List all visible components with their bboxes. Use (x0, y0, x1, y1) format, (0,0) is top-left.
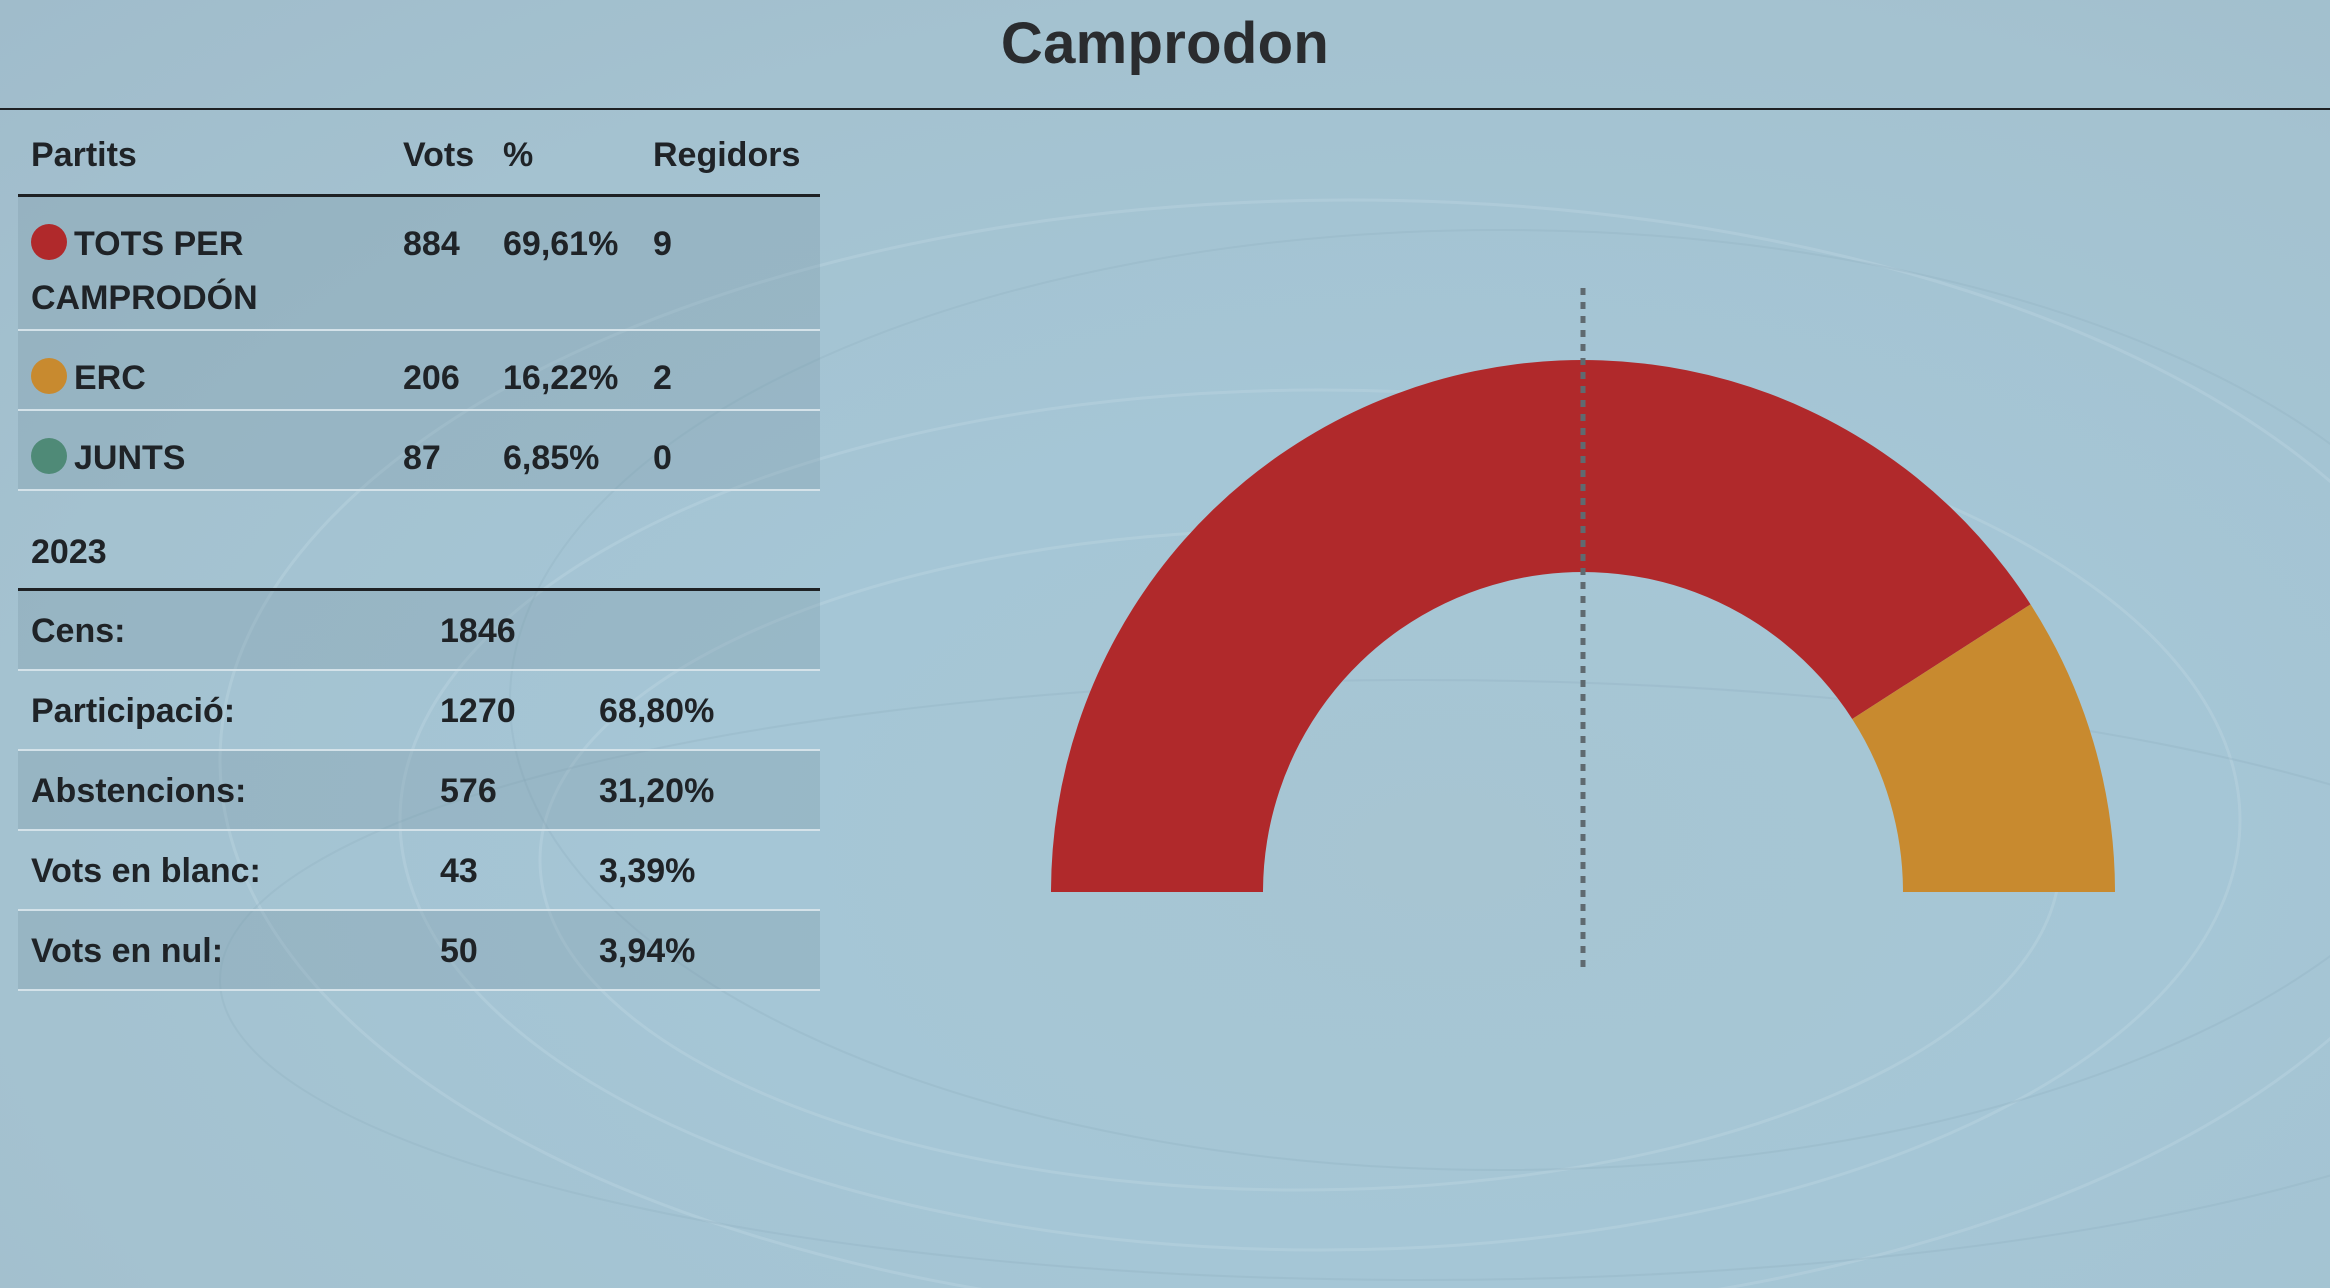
summary-percent: 68,80% (599, 692, 715, 730)
summary-label: Abstencions: (31, 772, 247, 810)
seat-arc-tots-per-camprod-n (1051, 359, 2031, 893)
summary-row-null-votes: Vots en nul: 50 3,94% (18, 911, 820, 991)
party-seats: 9 (653, 225, 672, 263)
party-seats: 2 (653, 359, 672, 397)
summary-percent: 3,39% (599, 852, 696, 890)
party-name-cell: JUNTS (31, 431, 391, 485)
title-bar: Camprodon (0, 0, 2330, 110)
seat-semicircle-chart (1051, 288, 2115, 970)
results-table-header: Partits Vots % Regidors (18, 112, 820, 197)
party-name-cell: TOTS PER CAMPRODÓN (31, 217, 391, 325)
party-name-cell: ERC (31, 351, 391, 405)
party-row: ERC 206 16,22% 2 (18, 331, 820, 411)
summary-year-header: 2023 (18, 491, 820, 591)
party-seats: 0 (653, 439, 672, 477)
summary-label: Participació: (31, 692, 236, 730)
party-votes: 884 (403, 225, 460, 263)
party-color-dot (31, 438, 67, 474)
party-row: TOTS PER CAMPRODÓN 884 69,61% 9 (18, 197, 820, 331)
summary-count: 1270 (440, 692, 516, 730)
party-color-dot (31, 224, 67, 260)
party-percent: 16,22% (503, 359, 619, 397)
seat-arc-erc (1852, 604, 2115, 892)
party-name: JUNTS (74, 439, 186, 477)
summary-row-census: Cens: 1846 (18, 591, 820, 671)
summary-year: 2023 (31, 533, 107, 571)
summary-count: 1846 (440, 612, 516, 650)
party-percent: 69,61% (503, 225, 619, 263)
header-votes: Vots (403, 136, 475, 174)
summary-label: Vots en nul: (31, 932, 224, 970)
party-votes: 206 (403, 359, 460, 397)
page-title: Camprodon (1000, 11, 1330, 76)
results-panel: Partits Vots % Regidors TOTS PER CAMPROD… (18, 112, 820, 991)
summary-row-participation: Participació: 1270 68,80% (18, 671, 820, 751)
summary-percent: 31,20% (599, 772, 715, 810)
summary-count: 43 (440, 852, 478, 890)
summary-row-abstentions: Abstencions: 576 31,20% (18, 751, 820, 831)
summary-label: Vots en blanc: (31, 852, 261, 890)
summary-count: 576 (440, 772, 497, 810)
summary-count: 50 (440, 932, 478, 970)
party-row: JUNTS 87 6,85% 0 (18, 411, 820, 491)
header-seats: Regidors (653, 136, 801, 174)
summary-label: Cens: (31, 612, 126, 650)
summary-row-blank-votes: Vots en blanc: 43 3,39% (18, 831, 820, 911)
party-color-dot (31, 358, 67, 394)
summary-percent: 3,94% (599, 932, 696, 970)
party-name: TOTS PER CAMPRODÓN (31, 225, 258, 317)
header-party: Partits (31, 136, 137, 174)
header-percent: % (503, 136, 534, 174)
party-votes: 87 (403, 439, 441, 477)
party-percent: 6,85% (503, 439, 600, 477)
party-name: ERC (74, 359, 146, 397)
